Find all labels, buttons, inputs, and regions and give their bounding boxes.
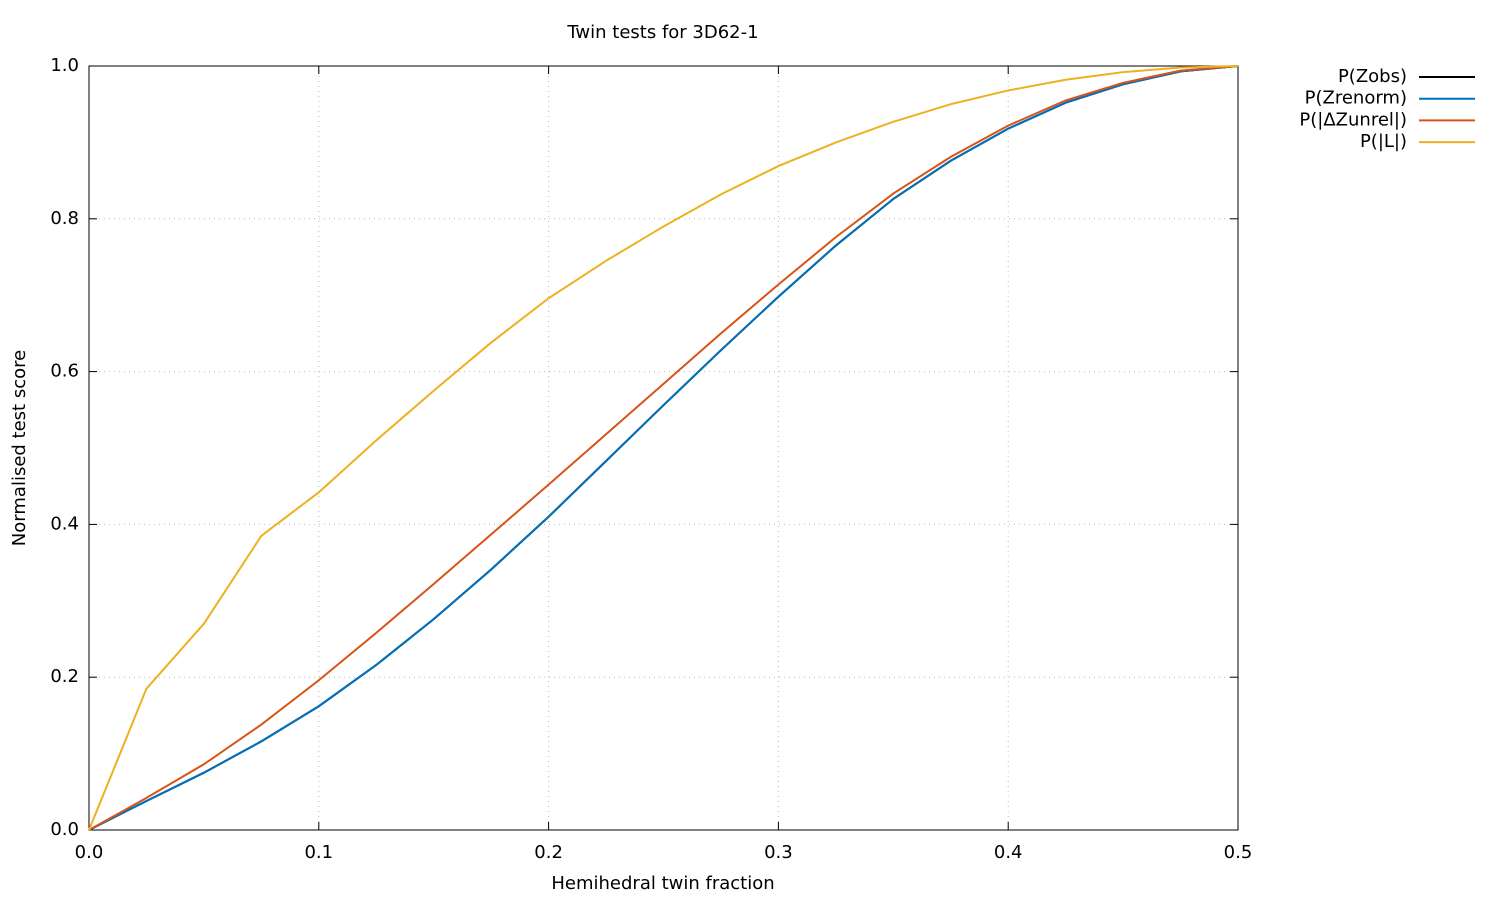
legend-label: P(|ΔZunrel|) [1299, 109, 1407, 130]
y-tick-label: 0.4 [50, 513, 79, 534]
legend-label: P(Zrenorm) [1305, 88, 1407, 109]
x-tick-label: 0.1 [304, 842, 333, 863]
line [88, 65, 1239, 831]
x-tick-label: 0.0 [75, 842, 104, 863]
y-tick-label: 0.6 [50, 361, 79, 382]
x-tick-label: 0.5 [1224, 842, 1253, 863]
y-tick-label: 0.0 [50, 819, 79, 840]
x-tick-label: 0.4 [994, 842, 1023, 863]
y-axis-label: Normalised test score [9, 350, 30, 546]
x-tick-label: 0.2 [534, 842, 563, 863]
line [88, 65, 1239, 831]
x-tick-label: 0.3 [764, 842, 793, 863]
chart-title: Twin tests for 3D62-1 [566, 22, 758, 43]
y-tick-label: 1.0 [50, 55, 79, 76]
y-tick-label: 0.8 [50, 208, 79, 229]
plot-frame [88, 65, 1239, 831]
legend-label: P(|L|) [1360, 131, 1407, 152]
x-axis-label: Hemihedral twin fraction [551, 873, 774, 894]
y-tick-label: 0.2 [50, 666, 79, 687]
line [88, 65, 1239, 831]
legend-label: P(Zobs) [1338, 66, 1407, 87]
